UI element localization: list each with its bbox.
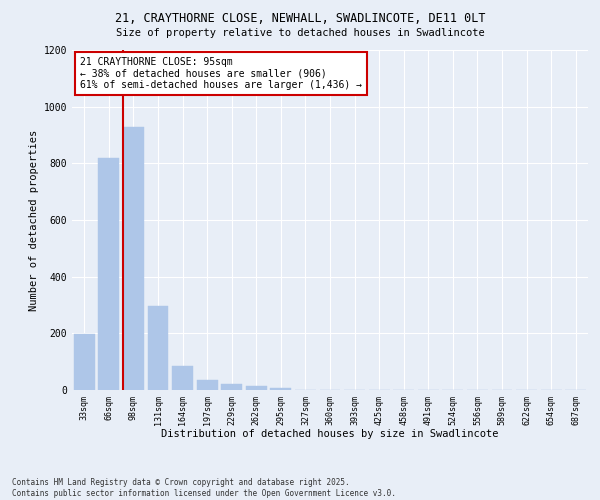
Bar — [221, 384, 242, 390]
X-axis label: Distribution of detached houses by size in Swadlincote: Distribution of detached houses by size … — [161, 429, 499, 439]
Text: 21, CRAYTHORNE CLOSE, NEWHALL, SWADLINCOTE, DE11 0LT: 21, CRAYTHORNE CLOSE, NEWHALL, SWADLINCO… — [115, 12, 485, 26]
Text: Contains HM Land Registry data © Crown copyright and database right 2025.
Contai: Contains HM Land Registry data © Crown c… — [12, 478, 396, 498]
Bar — [123, 126, 144, 390]
Bar — [271, 388, 292, 390]
Bar — [197, 380, 218, 390]
Text: 21 CRAYTHORNE CLOSE: 95sqm
← 38% of detached houses are smaller (906)
61% of sem: 21 CRAYTHORNE CLOSE: 95sqm ← 38% of deta… — [80, 57, 362, 90]
Text: Size of property relative to detached houses in Swadlincote: Size of property relative to detached ho… — [116, 28, 484, 38]
Bar — [74, 334, 95, 390]
Y-axis label: Number of detached properties: Number of detached properties — [29, 130, 40, 310]
Bar — [148, 306, 169, 390]
Bar — [98, 158, 119, 390]
Bar — [172, 366, 193, 390]
Bar — [246, 386, 267, 390]
